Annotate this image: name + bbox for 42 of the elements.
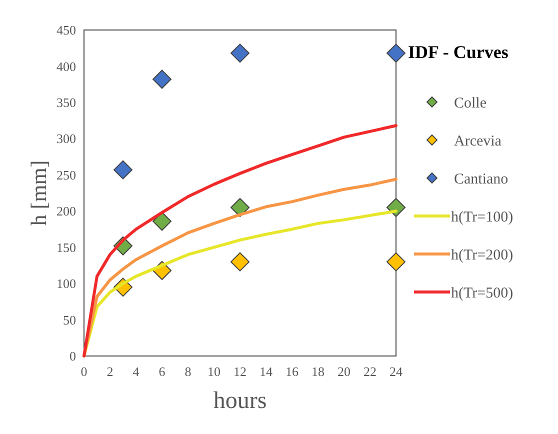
line-series (82, 124, 398, 358)
x-axis-title: hours (213, 388, 267, 414)
x-tick-label: 4 (132, 364, 140, 379)
point (152, 70, 172, 89)
y-axis-title: h [mm] (26, 160, 51, 226)
x-tick-label: 8 (184, 364, 192, 379)
point (230, 44, 250, 63)
y-tick-label: 0 (70, 348, 76, 364)
x-tick-label: 0 (80, 364, 88, 379)
x-tick-label: 2 (106, 364, 114, 379)
line-series (82, 178, 398, 358)
legend-label: Arcevia (454, 133, 502, 150)
x-tick-label: 10 (208, 364, 220, 379)
point (230, 198, 250, 217)
x-tick-label: 6 (158, 364, 166, 379)
x-tick-label: 14 (260, 364, 273, 379)
x-tick-label: 22 (364, 364, 376, 379)
point (386, 44, 406, 63)
point (152, 212, 172, 231)
legend-label: h(Tr=500) (451, 285, 514, 302)
x-tick-label: 12 (234, 364, 246, 379)
legend-label: Colle (454, 95, 487, 112)
point (386, 252, 406, 272)
x-tick-label: 18 (312, 364, 324, 379)
legend-label: Cantiano (454, 171, 508, 188)
legend-title: IDF - Curves (408, 42, 508, 62)
legend-label: h(Tr=100) (451, 209, 514, 226)
y-tick-label: 150 (56, 240, 76, 255)
legend-label: h(Tr=200) (451, 247, 514, 264)
x-tick-label: 16 (286, 364, 299, 379)
y-tick-label: 400 (56, 58, 76, 74)
y-tick-label: 350 (56, 94, 76, 110)
point (114, 160, 132, 180)
y-tick-label: 100 (56, 276, 76, 292)
y-tick-label: 300 (56, 131, 76, 146)
x-tick-label: 24 (390, 364, 403, 379)
y-tick-label: 200 (56, 204, 76, 219)
y-tick-label: 50 (63, 312, 76, 328)
point (230, 252, 250, 272)
y-tick-label: 450 (56, 22, 76, 38)
y-tick-label: 250 (56, 167, 76, 182)
x-tick-label: 20 (338, 364, 350, 379)
